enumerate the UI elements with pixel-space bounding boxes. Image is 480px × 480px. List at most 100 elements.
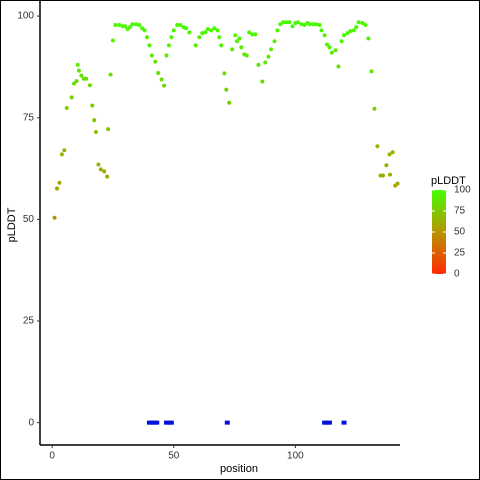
point	[360, 21, 365, 26]
point	[278, 22, 283, 27]
x-tick-label: 0	[49, 451, 55, 462]
point	[224, 87, 229, 92]
colorbar-label: 100	[454, 185, 471, 196]
point	[233, 33, 238, 38]
point	[325, 42, 330, 47]
colorbar-label: 75	[454, 206, 466, 217]
point	[200, 31, 205, 36]
point	[98, 167, 103, 172]
point	[147, 43, 152, 48]
point	[380, 173, 385, 178]
point	[263, 60, 268, 65]
point	[322, 33, 327, 38]
y-tick-label: 100	[17, 11, 34, 22]
point	[164, 53, 169, 58]
point	[76, 68, 81, 73]
point	[134, 22, 139, 27]
point	[166, 43, 171, 48]
point	[108, 72, 113, 77]
point	[250, 32, 255, 37]
x-tick-label: 100	[287, 451, 304, 462]
point	[333, 48, 338, 53]
point	[57, 180, 62, 185]
point	[93, 129, 98, 134]
point	[168, 420, 174, 425]
point	[266, 54, 271, 59]
x-axis-title: position	[220, 463, 258, 475]
point	[366, 36, 371, 41]
point	[205, 27, 210, 32]
point	[341, 420, 347, 425]
point	[74, 79, 79, 84]
point	[308, 22, 312, 27]
point	[314, 22, 319, 27]
point	[281, 20, 286, 25]
point	[345, 31, 350, 36]
point	[193, 43, 198, 48]
point	[329, 50, 334, 55]
point	[69, 95, 74, 100]
point	[137, 23, 142, 28]
point	[96, 162, 101, 167]
point	[105, 174, 110, 179]
point	[212, 26, 217, 31]
point	[55, 186, 60, 191]
point	[390, 150, 395, 155]
point	[203, 30, 208, 35]
point	[348, 29, 353, 34]
point	[90, 103, 95, 108]
point	[102, 169, 107, 174]
point	[369, 69, 374, 74]
point	[215, 28, 220, 33]
point	[272, 39, 277, 44]
point	[84, 76, 89, 81]
point	[235, 39, 240, 44]
point	[217, 35, 222, 40]
point	[284, 20, 289, 25]
point	[156, 71, 161, 76]
point	[342, 33, 347, 38]
point	[317, 23, 322, 28]
point	[187, 30, 192, 35]
point	[75, 62, 80, 67]
point	[162, 83, 167, 88]
point	[351, 28, 356, 33]
point	[290, 24, 295, 29]
point	[239, 45, 244, 50]
point	[253, 32, 258, 37]
point	[326, 420, 332, 425]
colorbar-label: 50	[454, 227, 466, 238]
point	[52, 215, 57, 220]
point	[59, 152, 64, 157]
point	[247, 30, 252, 35]
point	[178, 23, 183, 28]
point	[171, 28, 176, 33]
point	[64, 105, 69, 110]
y-tick-label: 25	[23, 316, 35, 327]
point	[354, 25, 359, 30]
y-tick-label: 50	[23, 214, 35, 225]
point	[145, 35, 150, 40]
point	[295, 20, 300, 25]
point	[244, 53, 249, 58]
point	[269, 47, 274, 52]
point	[209, 28, 214, 33]
point	[287, 20, 292, 25]
point	[153, 59, 158, 64]
point	[72, 81, 77, 86]
point	[327, 45, 332, 50]
point	[62, 148, 67, 153]
point	[154, 420, 160, 425]
point	[224, 420, 230, 425]
legend-title: pLDDT	[431, 175, 466, 187]
point	[222, 71, 227, 76]
point	[219, 43, 224, 48]
point	[142, 28, 147, 33]
point	[197, 35, 202, 40]
point	[227, 100, 232, 105]
point	[339, 39, 344, 44]
point	[169, 35, 174, 40]
point	[175, 23, 180, 28]
